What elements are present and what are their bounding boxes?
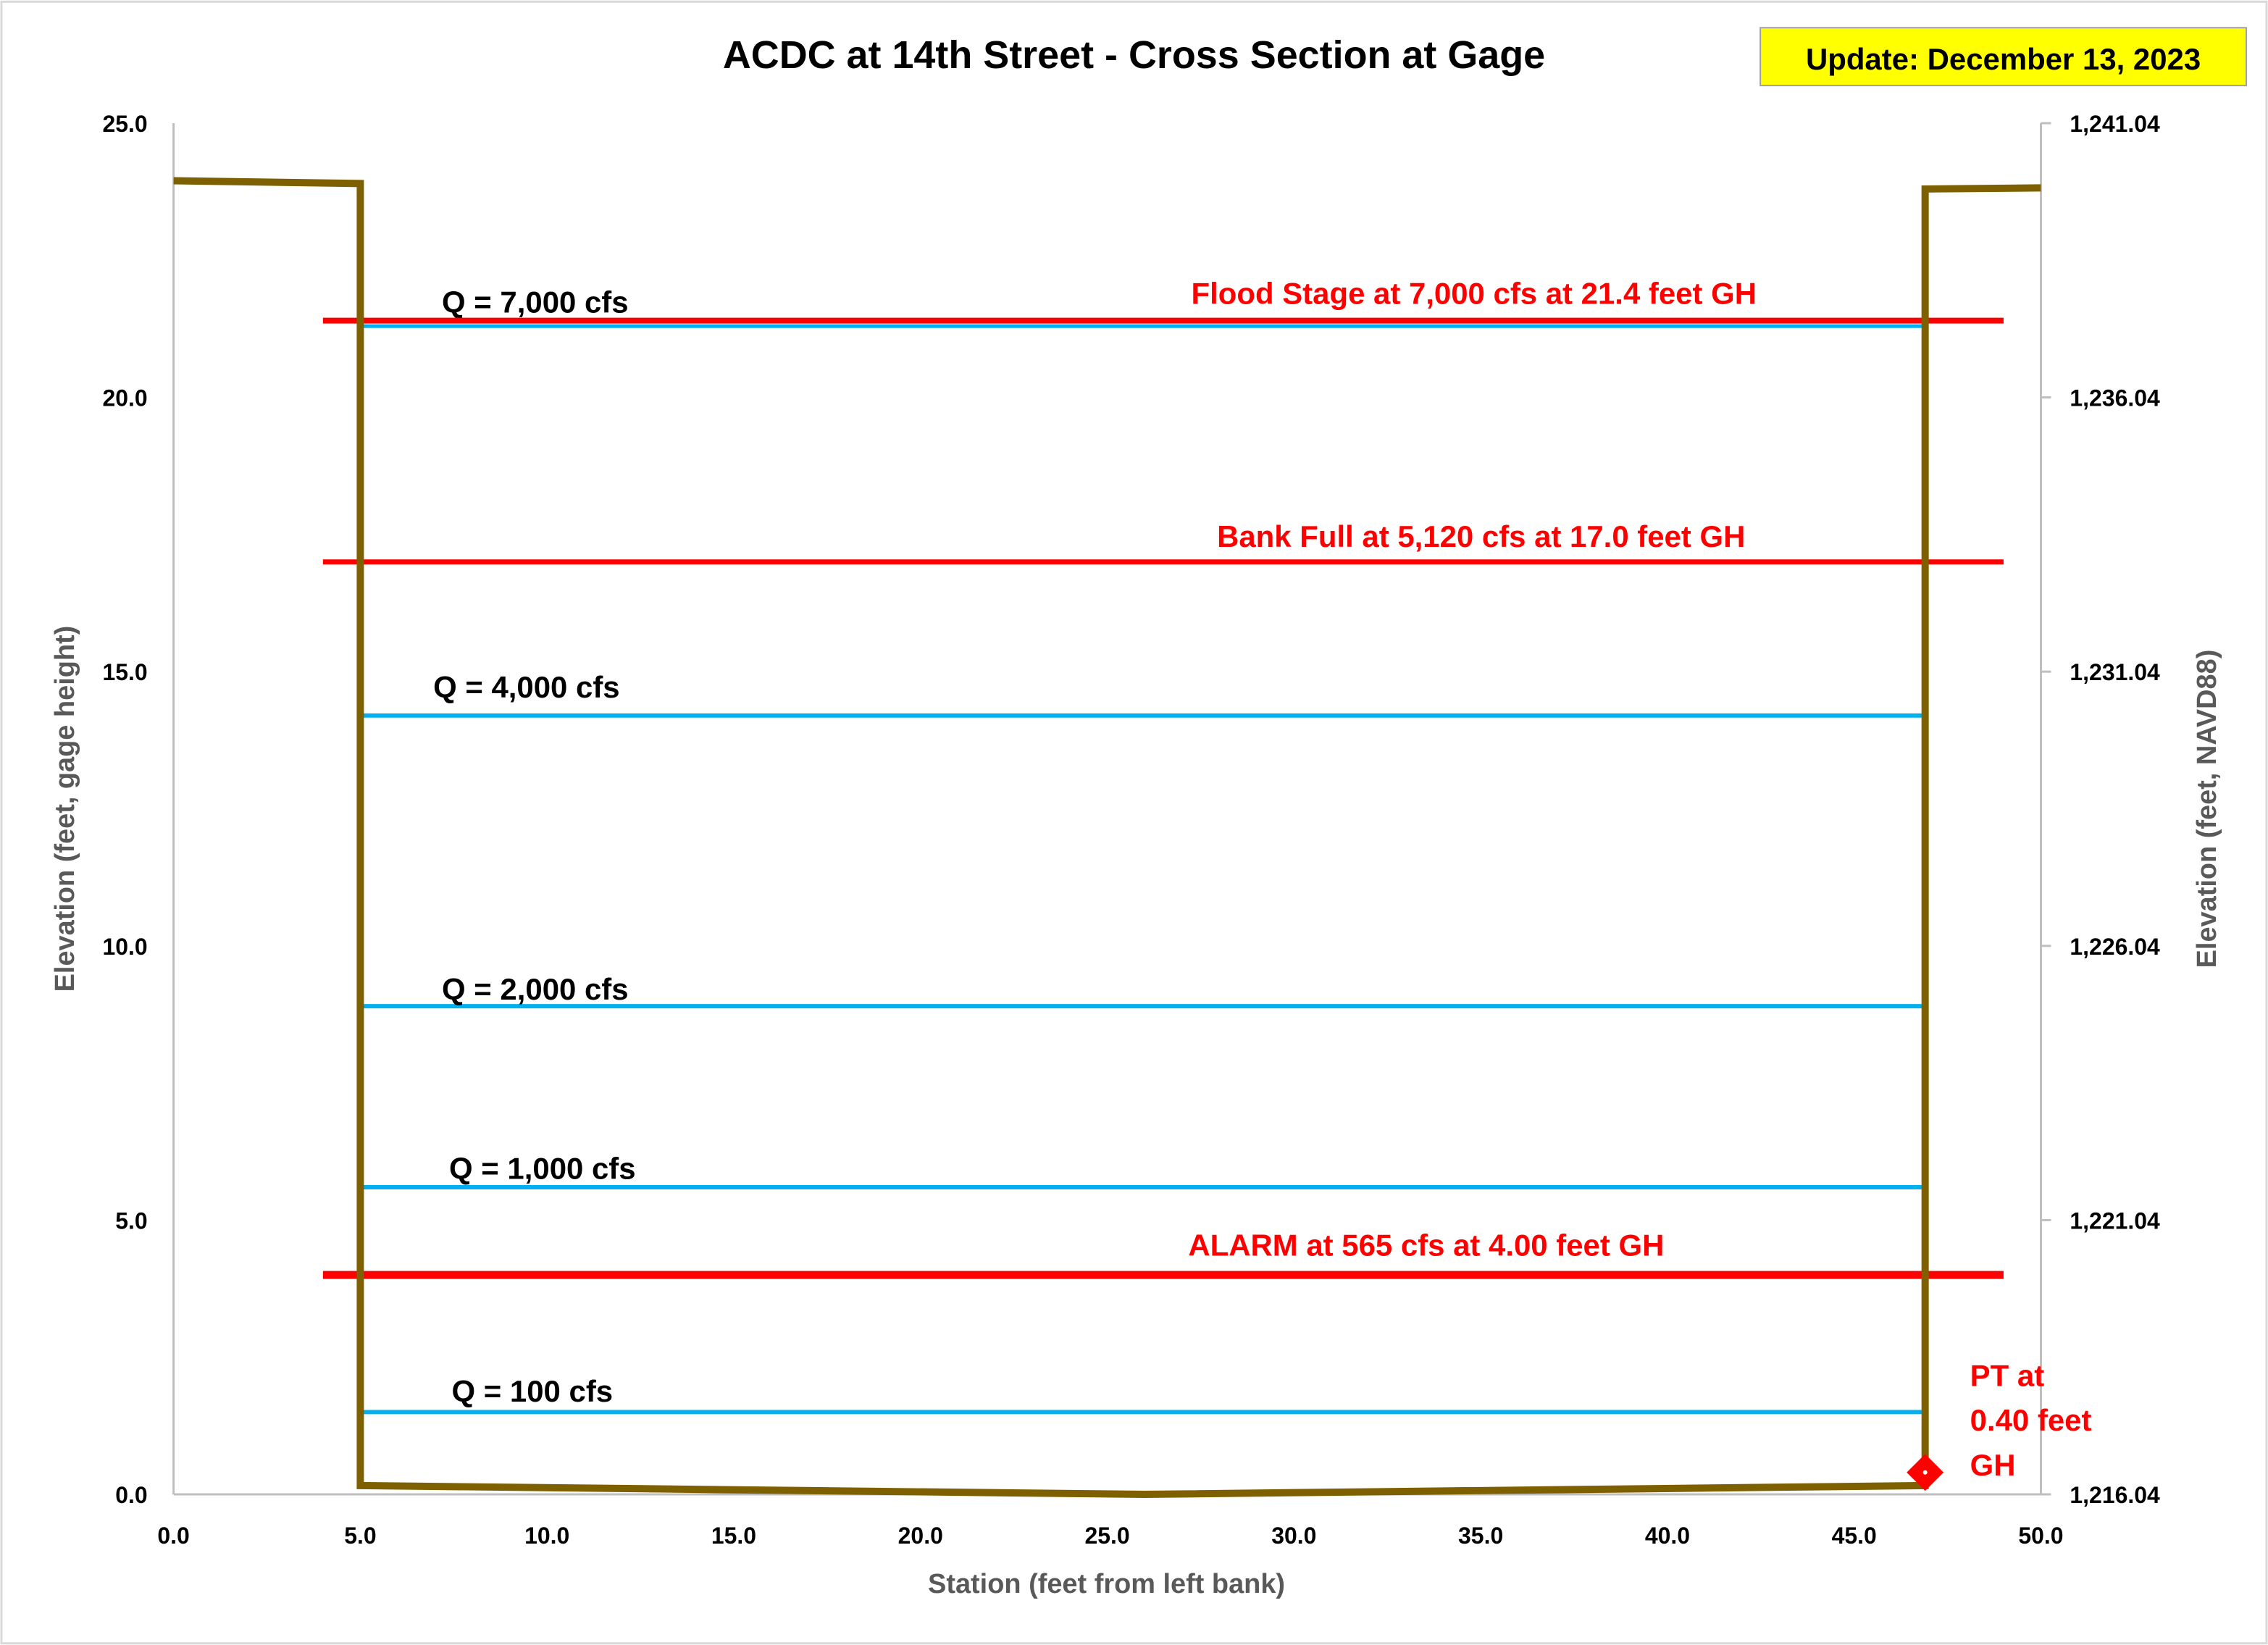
update-text: Update: December 13, 2023: [1806, 42, 2201, 76]
y-tick-label: 0.0: [115, 1482, 147, 1508]
x-tick-label: 5.0: [344, 1523, 376, 1549]
update-badge: [1759, 27, 2248, 87]
x-tick-label: 30.0: [1271, 1523, 1316, 1549]
line-label: Q = 7,000 cfs: [442, 285, 629, 319]
line-label: Q = 100 cfs: [452, 1374, 614, 1408]
series-line: [173, 177, 2041, 1499]
x-tick-label: 40.0: [1645, 1523, 1690, 1549]
x-tick-label: 0.0: [157, 1523, 189, 1549]
pt-label: 0.40 feet: [1970, 1403, 2092, 1437]
line-label: Q = 4,000 cfs: [433, 670, 620, 704]
y2-tick-label: 1,216.04: [2070, 1482, 2160, 1508]
y-tick-label: 5.0: [115, 1207, 147, 1234]
x-tick-label: 20.0: [898, 1523, 943, 1549]
x-tick-label: 35.0: [1458, 1523, 1503, 1549]
pt-label: PT at: [1970, 1358, 2045, 1392]
x-tick-label: 45.0: [1832, 1523, 1877, 1549]
chart-title: ACDC at 14th Street - Cross Section at G…: [723, 33, 1545, 77]
y2-tick-label: 1,231.04: [2070, 659, 2160, 685]
line-label: ALARM at 565 cfs at 4.00 feet GH: [1188, 1228, 1664, 1263]
x-axis-title: Station (feet from left bank): [928, 1569, 1285, 1599]
pt-label: GH: [1970, 1448, 2016, 1482]
y-tick-label: 10.0: [103, 934, 148, 960]
y2-tick-label: 1,226.04: [2070, 934, 2160, 960]
line-label: Q = 1,000 cfs: [449, 1152, 636, 1186]
line-label: Q = 2,000 cfs: [442, 972, 629, 1006]
y2-tick-label: 1,221.04: [2070, 1207, 2160, 1234]
y2-axis-title: Elevation (feet, NAVD88): [2192, 650, 2222, 968]
x-tick-label: 15.0: [711, 1523, 756, 1549]
y2-tick-label: 1,241.04: [2070, 111, 2160, 137]
x-tick-label: 25.0: [1084, 1523, 1129, 1549]
y2-tick-label: 1,236.04: [2070, 385, 2160, 411]
x-tick-label: 50.0: [2018, 1523, 2063, 1549]
pt-marker-dot: [1922, 1470, 1928, 1475]
line-label: Bank Full at 5,120 cfs at 17.0 feet GH: [1217, 519, 1745, 553]
y-tick-label: 25.0: [103, 111, 148, 137]
y-axis-title: Elevation (feet, gage height): [50, 626, 80, 992]
y-tick-label: 20.0: [103, 385, 148, 411]
x-tick-label: 10.0: [524, 1523, 569, 1549]
y-tick-label: 15.0: [103, 659, 148, 685]
line-label: Flood Stage at 7,000 cfs at 21.4 feet GH: [1192, 277, 1757, 311]
